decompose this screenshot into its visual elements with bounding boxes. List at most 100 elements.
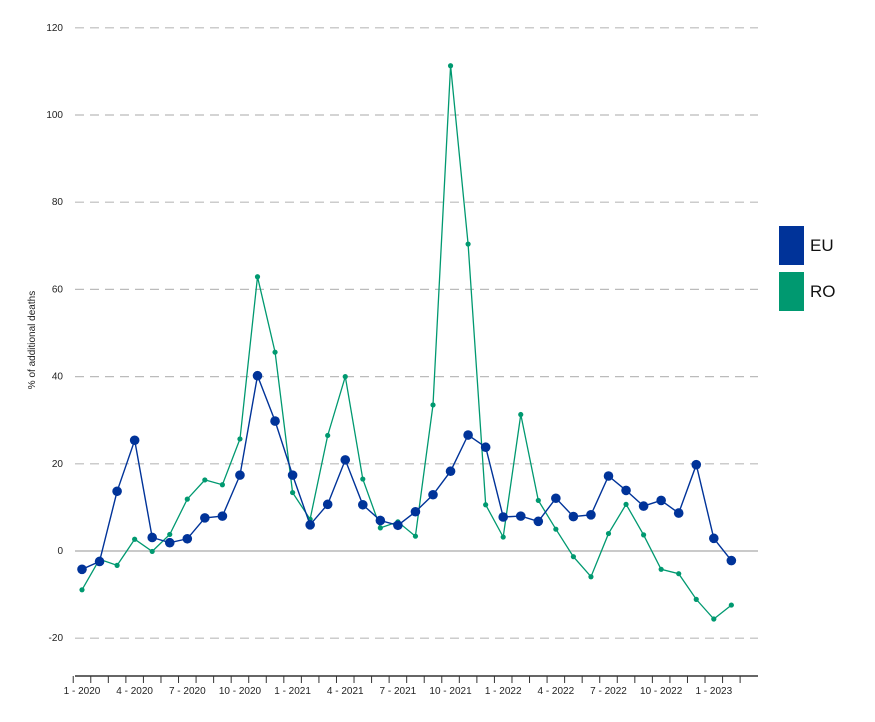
data-point-ro bbox=[605, 530, 612, 537]
data-point-eu bbox=[603, 471, 614, 481]
x-tick-label: 1 - 2021 bbox=[274, 686, 311, 697]
data-point-ro bbox=[272, 349, 278, 355]
data-point-eu bbox=[305, 520, 315, 530]
legend-label-eu: EU bbox=[810, 235, 834, 255]
data-point-eu bbox=[94, 556, 105, 567]
data-point-eu bbox=[252, 370, 263, 381]
x-tick-label: 7 - 2020 bbox=[169, 686, 206, 697]
y-axis-label: % of additional deaths bbox=[27, 291, 38, 389]
data-point-ro bbox=[290, 489, 296, 496]
data-point-ro bbox=[728, 602, 734, 608]
y-tick-label: -20 bbox=[49, 633, 64, 644]
data-point-ro bbox=[219, 482, 225, 488]
x-tick-label: 4 - 2022 bbox=[537, 686, 574, 697]
data-point-eu bbox=[673, 508, 684, 518]
x-tick-label: 4 - 2021 bbox=[327, 686, 364, 697]
data-point-ro bbox=[676, 571, 682, 577]
data-point-ro bbox=[237, 436, 243, 442]
data-point-ro bbox=[483, 502, 489, 508]
data-point-ro bbox=[641, 532, 647, 538]
data-point-eu bbox=[112, 486, 122, 497]
data-point-eu bbox=[656, 495, 666, 506]
legend-swatch-eu bbox=[779, 226, 804, 265]
data-point-eu bbox=[393, 520, 403, 531]
data-point-eu bbox=[287, 470, 298, 480]
data-point-eu bbox=[638, 501, 649, 511]
data-point-eu bbox=[182, 533, 193, 544]
data-point-eu bbox=[129, 435, 140, 446]
data-point-ro bbox=[132, 536, 138, 542]
data-point-ro bbox=[342, 374, 348, 380]
data-point-eu bbox=[147, 532, 157, 543]
legend-item-ro[interactable]: RO bbox=[779, 272, 836, 311]
x-tick-label: 10 - 2020 bbox=[219, 686, 262, 697]
data-point-ro bbox=[570, 554, 577, 560]
data-point-eu bbox=[621, 485, 631, 496]
data-point-ro bbox=[360, 476, 366, 482]
data-point-ro bbox=[167, 531, 173, 538]
data-point-eu bbox=[480, 442, 491, 453]
legend-item-eu[interactable]: EU bbox=[779, 226, 836, 265]
y-tick-label: 80 bbox=[52, 197, 64, 208]
series-ro bbox=[79, 63, 734, 622]
legend: EU RO bbox=[779, 226, 836, 318]
data-point-eu bbox=[726, 555, 737, 566]
y-tick-label: 120 bbox=[46, 23, 63, 34]
data-point-eu bbox=[340, 455, 351, 465]
data-point-eu bbox=[551, 493, 561, 504]
data-point-ro bbox=[711, 616, 717, 622]
data-point-eu bbox=[270, 416, 280, 426]
data-point-ro bbox=[693, 596, 699, 602]
data-point-eu bbox=[375, 515, 386, 526]
data-point-ro bbox=[447, 63, 454, 69]
series-eu bbox=[77, 370, 737, 575]
data-point-eu bbox=[358, 499, 368, 510]
data-point-eu bbox=[568, 511, 579, 522]
data-point-eu bbox=[515, 511, 526, 521]
data-point-ro bbox=[254, 274, 261, 280]
y-tick-label: 40 bbox=[52, 372, 64, 383]
x-tick-label: 10 - 2021 bbox=[429, 686, 472, 697]
data-point-eu bbox=[235, 470, 245, 480]
data-point-eu bbox=[498, 512, 509, 522]
data-point-eu bbox=[709, 533, 719, 544]
x-tick-label: 7 - 2021 bbox=[380, 686, 417, 697]
data-point-ro bbox=[79, 587, 85, 593]
data-point-eu bbox=[200, 513, 210, 523]
data-point-ro bbox=[588, 574, 594, 580]
x-tick-label: 4 - 2020 bbox=[116, 686, 153, 697]
data-point-eu bbox=[463, 430, 473, 440]
data-point-ro bbox=[149, 548, 155, 555]
data-point-eu bbox=[533, 516, 544, 527]
y-tick-label: 100 bbox=[46, 110, 63, 121]
y-tick-label: 20 bbox=[52, 459, 64, 470]
data-point-eu bbox=[691, 459, 702, 470]
x-tick-label: 1 - 2023 bbox=[695, 686, 732, 697]
data-point-ro bbox=[500, 534, 506, 540]
legend-label-ro: RO bbox=[810, 281, 836, 301]
x-tick-label: 1 - 2020 bbox=[64, 686, 101, 697]
data-point-ro bbox=[623, 501, 629, 507]
data-point-eu bbox=[164, 537, 175, 548]
data-point-ro bbox=[412, 533, 419, 539]
data-point-eu bbox=[428, 489, 438, 500]
data-point-ro bbox=[325, 432, 331, 439]
y-tick-label: 0 bbox=[57, 546, 63, 557]
data-point-ro bbox=[535, 497, 541, 504]
data-point-ro bbox=[184, 496, 190, 502]
x-tick-label: 1 - 2022 bbox=[485, 686, 522, 697]
data-point-ro bbox=[202, 477, 208, 483]
legend-swatch-ro bbox=[779, 272, 804, 311]
data-point-ro bbox=[377, 525, 383, 531]
data-point-eu bbox=[77, 564, 87, 575]
data-point-ro bbox=[658, 566, 664, 572]
data-point-ro bbox=[430, 402, 436, 408]
x-tick-label: 7 - 2022 bbox=[590, 686, 627, 697]
data-point-eu bbox=[217, 511, 228, 521]
data-point-ro bbox=[553, 526, 559, 532]
series-line-eu bbox=[81, 373, 732, 570]
data-point-ro bbox=[465, 241, 471, 247]
data-point-ro bbox=[114, 562, 120, 568]
